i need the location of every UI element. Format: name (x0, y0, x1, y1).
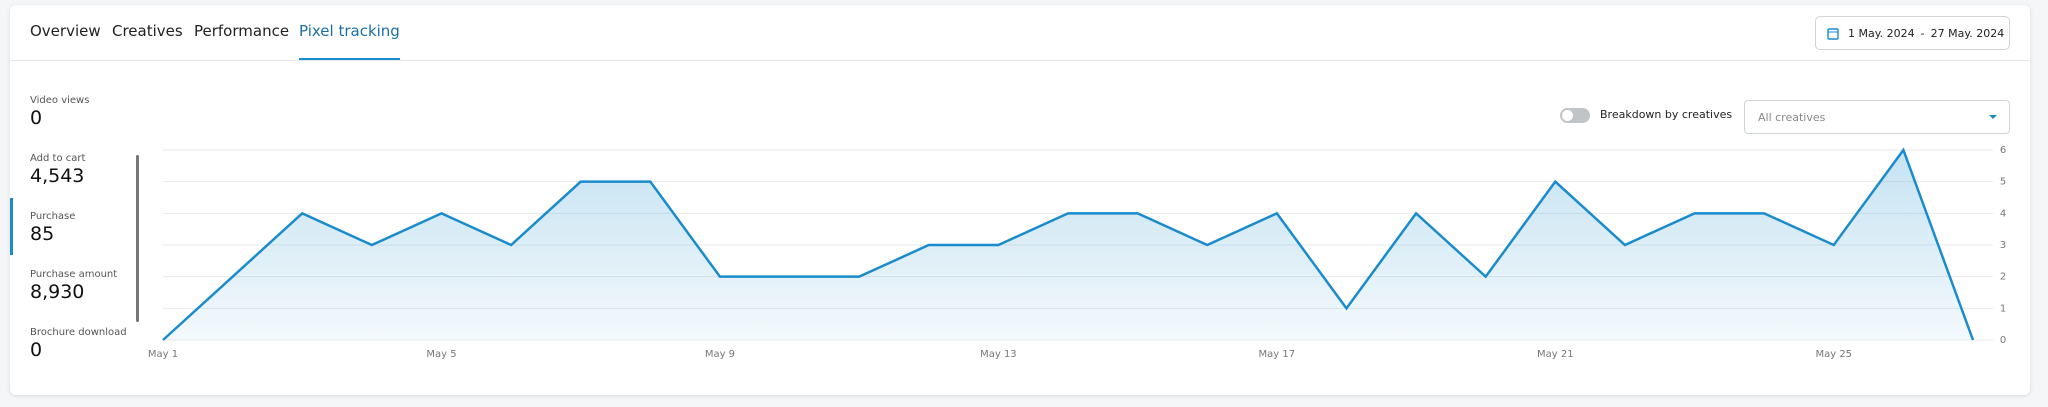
selected-indicator (10, 198, 13, 255)
scrollbar (136, 155, 139, 322)
metric-value: 0 (30, 107, 43, 129)
area-fill (163, 150, 1973, 340)
y-tick-label: 6 (2000, 145, 2006, 156)
x-tick-label: May 1 (148, 349, 178, 360)
toggle[interactable] (1560, 108, 1590, 123)
dropdown[interactable]: All creatives (1744, 100, 2010, 134)
x-tick-label: May 13 (980, 349, 1017, 360)
metric[interactable]: Purchase amount 8,930 (30, 269, 117, 303)
metric-label: Purchase (30, 211, 76, 222)
y-tick-label: 3 (2000, 240, 2006, 251)
x-tick-label: May 21 (1537, 349, 1574, 360)
metric[interactable]: Add to cart 4,543 (30, 153, 85, 187)
metric-label: Brochure download (30, 327, 127, 338)
tab[interactable]: Pixel tracking (299, 22, 400, 40)
x-tick-label: May 17 (1259, 349, 1296, 360)
tab-bar: Overview Creatives Performance Pixel tracki… (10, 5, 2030, 61)
x-tick-label: May 25 (1815, 349, 1852, 360)
y-tick-label: 4 (2000, 208, 2006, 219)
metric-label: Add to cart (30, 153, 86, 164)
y-tick-label: 0 (2000, 335, 2006, 346)
metric[interactable]: Purchase 85 (30, 211, 75, 245)
metric-label: Purchase amount (30, 269, 118, 280)
metric[interactable]: Video views 0 (30, 95, 89, 129)
date-separator: - (1920, 26, 1925, 40)
card: Overview Creatives Performance Pixel tracki… (10, 5, 2030, 395)
tab-underline (299, 58, 400, 60)
y-tick-label: 2 (2000, 272, 2006, 283)
metric-value: 0 (30, 339, 43, 361)
y-tick-label: 1 (2000, 303, 2006, 314)
tab[interactable]: Overview (30, 22, 101, 40)
x-tick-label: May 5 (426, 349, 456, 360)
chart: 0 1 2 3 4 5 6 May 1 May 5 May 9 May 13 May 17 May 21… (148, 145, 2006, 360)
x-tick-label: May 9 (705, 349, 735, 360)
tab[interactable]: Performance (194, 22, 290, 40)
tab[interactable]: Creatives (112, 22, 183, 40)
toggle-label: Breakdown by creatives (1600, 108, 1733, 121)
metric-value: 85 (30, 223, 55, 245)
date-picker[interactable]: 1 May. 2024 - 27 May. 2024 (1815, 16, 2010, 50)
date-start: 1 May. 2024 (1848, 26, 1915, 40)
y-tick-label: 5 (2000, 177, 2006, 188)
metric-value: 8,930 (30, 281, 85, 303)
dropdown-placeholder: All creatives (1758, 111, 1826, 124)
metric-label: Video views (30, 95, 90, 106)
date-end: 27 May. 2024 (1930, 26, 2005, 40)
metric[interactable]: Brochure download 0 (30, 327, 127, 361)
line (162, 147, 1975, 341)
calendar-icon (1827, 28, 1839, 40)
metric-value: 4,543 (30, 165, 85, 187)
